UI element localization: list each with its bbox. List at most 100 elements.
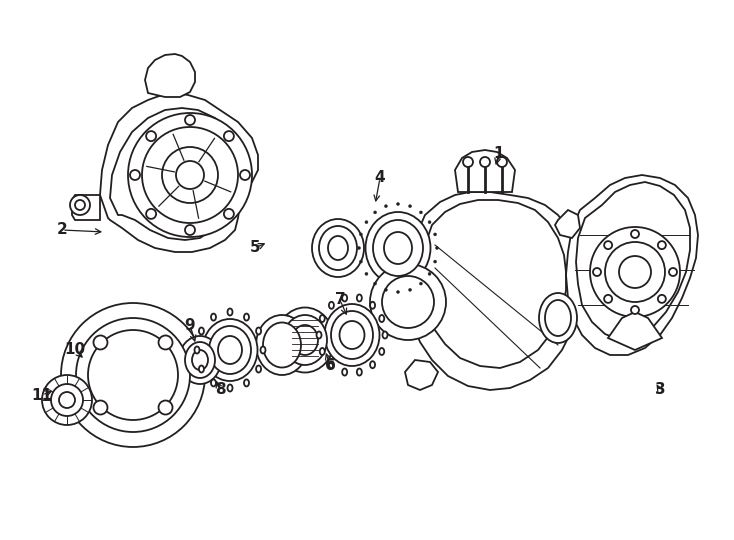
Circle shape xyxy=(159,335,172,349)
Ellipse shape xyxy=(340,321,365,349)
Ellipse shape xyxy=(261,347,266,354)
Circle shape xyxy=(385,288,388,292)
Ellipse shape xyxy=(357,294,362,301)
Circle shape xyxy=(240,170,250,180)
Circle shape xyxy=(434,233,437,236)
Ellipse shape xyxy=(211,380,216,387)
Circle shape xyxy=(370,264,446,340)
Ellipse shape xyxy=(342,294,347,301)
Circle shape xyxy=(128,113,252,237)
Ellipse shape xyxy=(319,226,357,270)
Circle shape xyxy=(435,246,438,249)
Polygon shape xyxy=(408,192,580,390)
Ellipse shape xyxy=(276,307,334,373)
Ellipse shape xyxy=(292,325,318,355)
Ellipse shape xyxy=(199,327,204,334)
Circle shape xyxy=(669,268,677,276)
Text: 8: 8 xyxy=(214,382,225,397)
Ellipse shape xyxy=(370,361,375,368)
Ellipse shape xyxy=(320,348,324,355)
Circle shape xyxy=(396,291,399,294)
Ellipse shape xyxy=(366,212,431,284)
Circle shape xyxy=(497,157,507,167)
Polygon shape xyxy=(145,54,195,97)
Polygon shape xyxy=(555,210,580,238)
Text: 5: 5 xyxy=(250,240,261,255)
Ellipse shape xyxy=(379,348,384,355)
Ellipse shape xyxy=(324,304,379,366)
Ellipse shape xyxy=(263,322,301,368)
Ellipse shape xyxy=(329,302,334,309)
Circle shape xyxy=(115,357,151,393)
Circle shape xyxy=(162,147,218,203)
Ellipse shape xyxy=(320,315,324,322)
Circle shape xyxy=(658,241,666,249)
Circle shape xyxy=(605,242,665,302)
Circle shape xyxy=(360,260,363,263)
Circle shape xyxy=(159,401,172,415)
Polygon shape xyxy=(100,93,258,252)
Circle shape xyxy=(480,157,490,167)
Text: 10: 10 xyxy=(65,342,86,357)
Ellipse shape xyxy=(256,366,261,373)
Ellipse shape xyxy=(283,315,327,365)
Circle shape xyxy=(224,209,234,219)
Circle shape xyxy=(365,221,368,224)
Circle shape xyxy=(409,288,412,292)
Ellipse shape xyxy=(357,368,362,375)
Ellipse shape xyxy=(331,311,373,359)
Circle shape xyxy=(428,221,431,224)
Circle shape xyxy=(365,272,368,275)
Ellipse shape xyxy=(209,326,251,374)
Circle shape xyxy=(590,227,680,317)
Circle shape xyxy=(142,127,238,223)
Circle shape xyxy=(374,282,377,285)
Circle shape xyxy=(70,195,90,215)
Ellipse shape xyxy=(256,327,261,334)
Circle shape xyxy=(176,161,204,189)
Circle shape xyxy=(88,330,178,420)
Text: 7: 7 xyxy=(335,293,345,307)
Circle shape xyxy=(76,318,190,432)
Polygon shape xyxy=(405,360,438,390)
Circle shape xyxy=(434,260,437,263)
Ellipse shape xyxy=(211,314,216,321)
Circle shape xyxy=(360,233,363,236)
Polygon shape xyxy=(566,175,698,355)
Ellipse shape xyxy=(195,347,200,354)
Circle shape xyxy=(146,131,156,141)
Circle shape xyxy=(631,306,639,314)
Text: 1: 1 xyxy=(494,145,504,160)
Ellipse shape xyxy=(382,332,388,339)
Ellipse shape xyxy=(244,380,249,387)
Circle shape xyxy=(185,115,195,125)
Ellipse shape xyxy=(329,361,334,368)
Circle shape xyxy=(419,211,423,214)
Ellipse shape xyxy=(185,342,215,378)
Text: 3: 3 xyxy=(655,382,665,397)
Ellipse shape xyxy=(218,336,242,364)
Ellipse shape xyxy=(545,300,571,336)
Text: 9: 9 xyxy=(185,318,195,333)
Text: 4: 4 xyxy=(374,171,385,186)
Text: 6: 6 xyxy=(324,357,335,373)
Circle shape xyxy=(428,272,431,275)
Circle shape xyxy=(593,268,601,276)
Ellipse shape xyxy=(203,319,258,381)
Text: 2: 2 xyxy=(57,222,68,238)
Circle shape xyxy=(463,157,473,167)
Circle shape xyxy=(42,375,92,425)
Text: 11: 11 xyxy=(32,388,53,402)
Circle shape xyxy=(419,282,423,285)
Circle shape xyxy=(396,202,399,206)
Circle shape xyxy=(631,230,639,238)
Circle shape xyxy=(59,392,75,408)
Circle shape xyxy=(75,200,85,210)
Circle shape xyxy=(224,131,234,141)
Ellipse shape xyxy=(342,368,347,375)
Ellipse shape xyxy=(192,350,208,370)
Ellipse shape xyxy=(228,308,233,315)
Circle shape xyxy=(374,211,377,214)
Circle shape xyxy=(357,246,360,249)
Circle shape xyxy=(604,295,612,303)
